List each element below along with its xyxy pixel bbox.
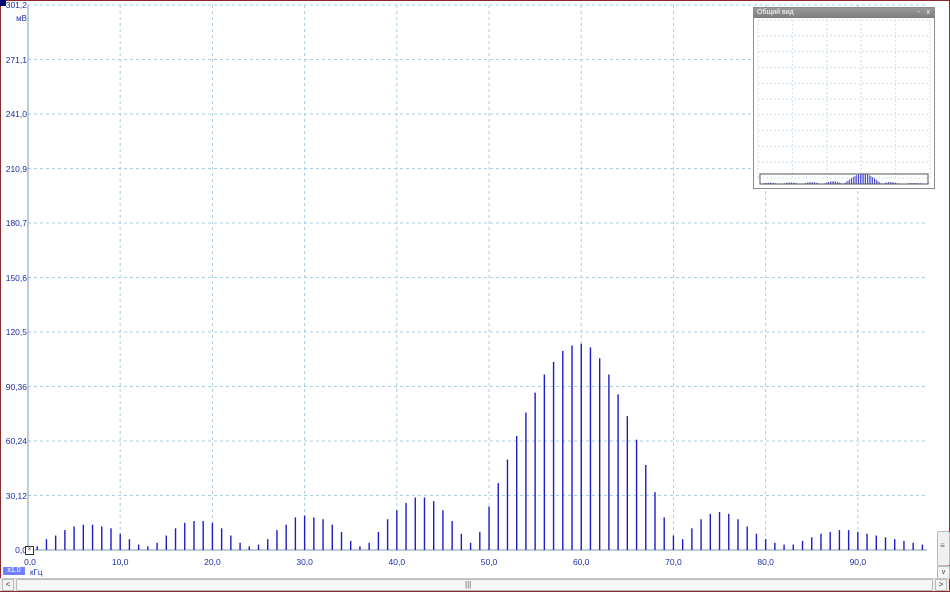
- y-unit-label: мВ: [16, 14, 27, 23]
- x-tick-label: 20,0: [204, 557, 221, 567]
- spectrum-bars: [36, 343, 924, 550]
- origin-cursor-button[interactable]: ×: [25, 546, 34, 555]
- y-tick-label: 90,36: [5, 381, 27, 392]
- overview-plot[interactable]: [754, 18, 934, 188]
- y-tick-label: 271,1: [5, 54, 27, 65]
- y-tick-label: 120,5: [5, 327, 27, 337]
- grid: [27, 4, 927, 551]
- overview-title: Общий вид: [757, 9, 794, 16]
- overview-panel[interactable]: Общий вид - x: [753, 7, 935, 189]
- scroll-right-button[interactable]: >: [935, 579, 947, 591]
- horizontal-scroll-grip: |||: [465, 580, 472, 589]
- y-tick-label: 301,2: [5, 0, 27, 10]
- x-tick-label: 70,0: [665, 557, 682, 567]
- y-tick-label: 30,12: [5, 490, 27, 501]
- y-tick-label: 150,6: [5, 272, 27, 283]
- scroll-left-button[interactable]: <: [2, 579, 14, 591]
- x-tick-label: 90,0: [849, 557, 867, 567]
- x-unit-label: кГц: [30, 568, 43, 577]
- axes: [27, 5, 927, 551]
- y-tick-label: 0,0: [15, 545, 27, 555]
- y-tick-label: 210,9: [5, 163, 27, 174]
- overview-titlebar[interactable]: Общий вид - x: [754, 8, 934, 18]
- horizontal-scroll-thumb[interactable]: [16, 579, 933, 591]
- x-tick-label: 50,0: [480, 557, 498, 567]
- scale-indicator[interactable]: x1.0: [3, 567, 25, 575]
- close-button[interactable]: x: [926, 9, 931, 16]
- x-tick-label: 40,0: [388, 557, 406, 567]
- top-marker: [0, 0, 6, 6]
- vertical-scrollbar[interactable]: [936, 0, 949, 590]
- x-tick-label: 80,0: [757, 557, 774, 567]
- x-tick-label: 60,0: [572, 557, 590, 567]
- y-tick-label: 180,7: [5, 218, 27, 228]
- vertical-scroll-grip: ≡: [940, 541, 945, 550]
- spectrum-plot[interactable]: [0, 0, 936, 578]
- x-tick-label: 10,0: [111, 557, 129, 567]
- y-tick-label: 60,24: [5, 436, 27, 446]
- overview-viewport: [759, 173, 929, 185]
- minimize-button[interactable]: -: [917, 9, 920, 16]
- y-tick-label: 241,0: [5, 109, 27, 119]
- x-tick-label: 0,0: [24, 557, 36, 567]
- x-tick-label: 30,0: [296, 557, 313, 567]
